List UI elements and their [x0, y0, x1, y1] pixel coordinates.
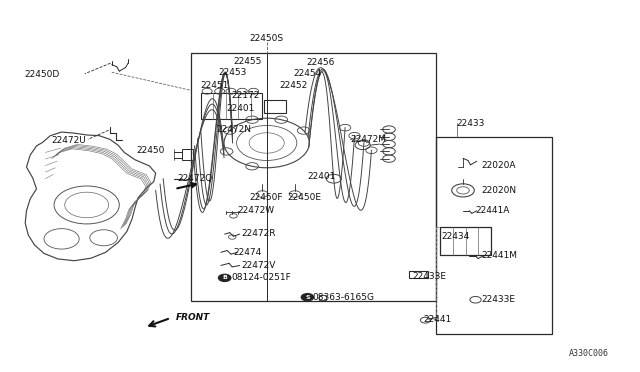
- Text: 22472N: 22472N: [216, 125, 252, 134]
- Text: 22450F: 22450F: [250, 193, 284, 202]
- Text: 22401: 22401: [307, 171, 336, 181]
- Text: FRONT: FRONT: [176, 314, 210, 323]
- Text: 22020A: 22020A: [482, 161, 516, 170]
- Text: 22172: 22172: [231, 91, 259, 100]
- Text: 22455: 22455: [234, 57, 262, 66]
- Text: 22433: 22433: [457, 119, 485, 128]
- Text: S: S: [305, 295, 310, 300]
- Text: 22441M: 22441M: [482, 251, 518, 260]
- Text: 22450S: 22450S: [250, 34, 284, 43]
- Text: 22474: 22474: [234, 248, 262, 257]
- Text: 22472Q: 22472Q: [177, 174, 212, 183]
- Text: 22020N: 22020N: [482, 186, 517, 195]
- Text: 08363-6165G: 08363-6165G: [312, 293, 374, 302]
- Text: 22434: 22434: [442, 232, 470, 241]
- Text: 22433E: 22433E: [482, 295, 516, 304]
- Text: 22472R: 22472R: [242, 229, 276, 238]
- Text: 22451: 22451: [201, 81, 229, 90]
- Text: 22452: 22452: [279, 81, 307, 90]
- Text: 22472M: 22472M: [350, 135, 386, 144]
- Text: 22472W: 22472W: [237, 206, 275, 215]
- Text: A330C006: A330C006: [568, 349, 609, 358]
- Text: 22472V: 22472V: [242, 261, 276, 270]
- Text: 22441: 22441: [424, 315, 452, 324]
- Text: 22401: 22401: [226, 104, 254, 113]
- Text: 22453: 22453: [218, 68, 247, 77]
- Text: 22450E: 22450E: [287, 193, 321, 202]
- Text: 22450: 22450: [137, 146, 165, 155]
- Text: 22454: 22454: [294, 69, 322, 78]
- Text: 22441A: 22441A: [476, 206, 510, 215]
- Text: 22450D: 22450D: [24, 70, 60, 79]
- Circle shape: [218, 274, 231, 282]
- Text: 22433E: 22433E: [413, 272, 447, 281]
- Circle shape: [301, 294, 314, 301]
- Text: 22456: 22456: [306, 58, 335, 67]
- Text: 22472U: 22472U: [52, 136, 86, 145]
- Text: B: B: [222, 275, 227, 280]
- Text: 08124-0251F: 08124-0251F: [231, 273, 291, 282]
